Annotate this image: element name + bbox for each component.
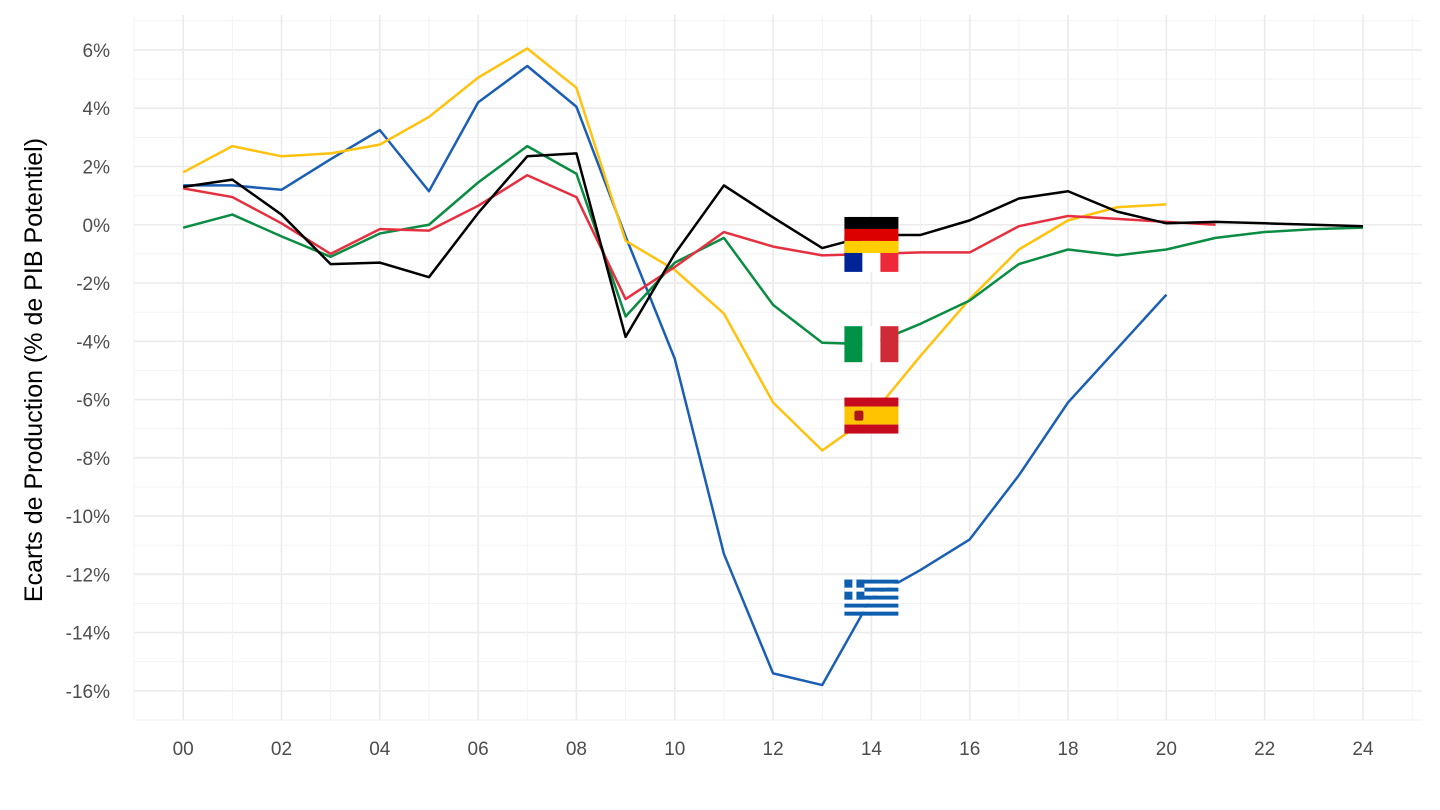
y-tick-label: 6% [83, 41, 111, 62]
x-tick-label: 06 [468, 739, 489, 760]
x-tick-label: 24 [1352, 739, 1374, 760]
spain-flag-icon [844, 397, 899, 434]
y-tick-label: -16% [66, 682, 110, 703]
y-tick-label: -8% [76, 449, 110, 470]
series-italy [182, 144, 1364, 346]
y-tick-label: -10% [66, 507, 110, 528]
y-tick-label: -6% [76, 391, 110, 412]
x-axis-ticks: 00 02 04 06 08 10 12 14 16 18 20 22 24 [173, 739, 1374, 760]
series-line [182, 173, 1216, 301]
flag-icons [844, 216, 899, 616]
germany-flag-icon [844, 216, 899, 253]
x-tick-label: 02 [271, 739, 292, 760]
y-tick-label: -14% [66, 624, 110, 645]
series-lines [182, 47, 1364, 687]
y-axis-title: Ecarts de Production (% de PIB Potentiel… [20, 138, 48, 602]
y-tick-label: 0% [83, 216, 111, 237]
x-tick-label: 20 [1156, 739, 1177, 760]
x-tick-label: 18 [1057, 739, 1078, 760]
y-tick-label: 2% [83, 157, 111, 178]
x-tick-label: 08 [566, 739, 587, 760]
y-tick-label: -2% [76, 274, 110, 295]
y-tick-label: -4% [76, 332, 110, 353]
series-france [182, 173, 1216, 301]
series-spain [182, 47, 1167, 452]
x-tick-label: 00 [173, 739, 194, 760]
y-axis-ticks: 6% 4% 2% 0% -2% -4% -6% -8% -10% -12% -14% -16% [66, 41, 110, 703]
series-line [182, 47, 1167, 452]
series-line [182, 144, 1364, 346]
italy-flag-icon [844, 326, 899, 363]
y-tick-label: -12% [66, 565, 110, 586]
grid [133, 15, 1422, 721]
x-tick-label: 04 [369, 739, 391, 760]
x-tick-label: 16 [959, 739, 980, 760]
y-tick-label: 4% [83, 99, 111, 120]
x-tick-label: 12 [763, 739, 784, 760]
series-germany [182, 152, 1364, 339]
x-tick-label: 10 [664, 739, 685, 760]
x-tick-label: 14 [861, 739, 883, 760]
series-line [182, 152, 1364, 339]
greece-flag-icon [844, 579, 899, 616]
x-tick-label: 22 [1254, 739, 1275, 760]
